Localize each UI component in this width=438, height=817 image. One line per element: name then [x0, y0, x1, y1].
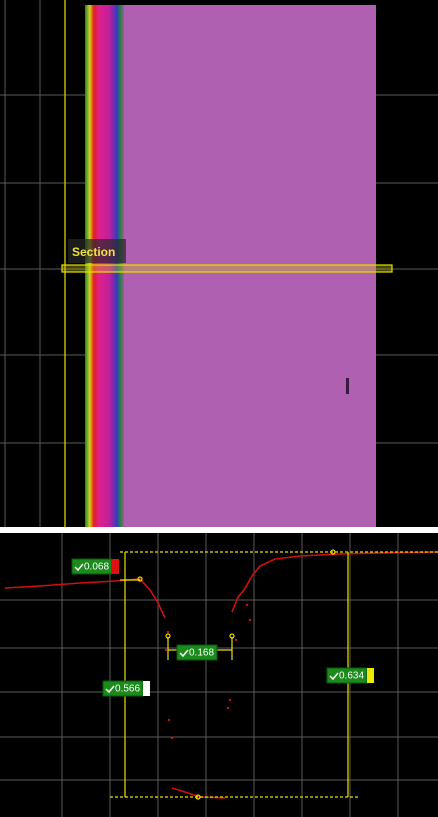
- measurement-labels: 0.068 0.168 0.566 0.634: [71, 558, 374, 697]
- measurement-value: 0.566: [115, 684, 140, 695]
- check-icon: [74, 563, 84, 572]
- profile-view: 0.068 0.168 0.566 0.634: [0, 533, 438, 817]
- measurement-value: 0.168: [189, 648, 214, 659]
- check-icon: [329, 672, 339, 681]
- section-label-box: [68, 239, 126, 263]
- measurement-flag: [367, 668, 374, 683]
- edge-stripe: [85, 5, 125, 527]
- section-band[interactable]: [61, 264, 393, 273]
- measurement-flag: [143, 681, 150, 696]
- measurement-value: 0.634: [339, 671, 364, 682]
- top-view: Section: [0, 0, 438, 527]
- defect: [346, 378, 349, 394]
- check-icon: [179, 649, 189, 658]
- profile-points: [164, 603, 252, 740]
- check-icon: [105, 685, 115, 694]
- surface: [124, 5, 376, 527]
- measurement-box: [176, 644, 218, 661]
- measurement-value: 0.068: [84, 562, 109, 573]
- section-label: Section: [72, 245, 115, 259]
- measurement-flag: [112, 559, 119, 574]
